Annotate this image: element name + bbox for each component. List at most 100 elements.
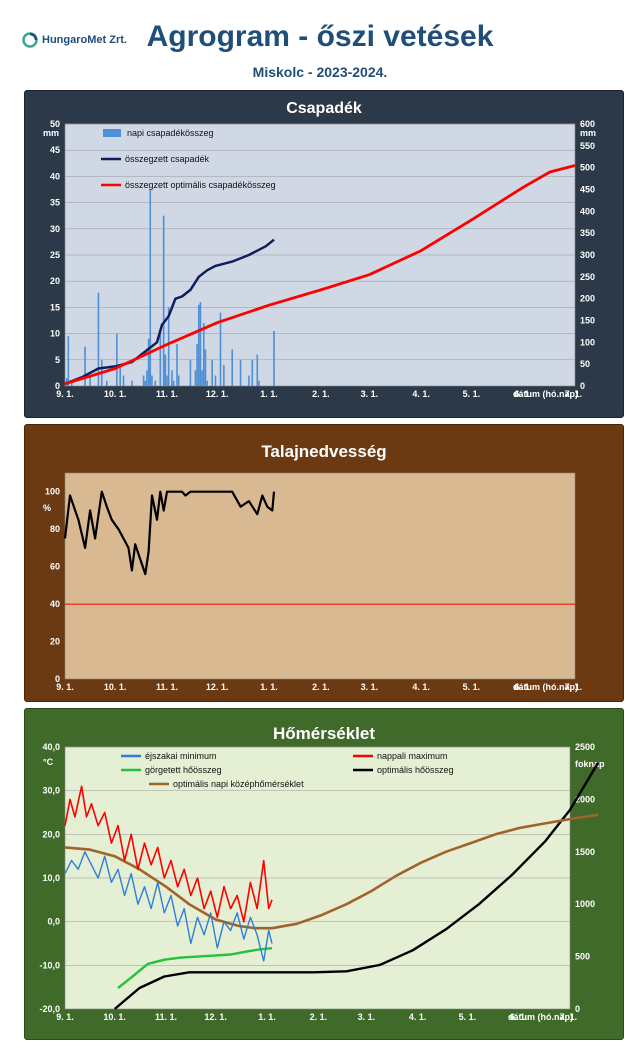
x-axis-label: dátum (hó.nap) — [508, 1012, 573, 1022]
optimal-heat-sum-line — [113, 762, 600, 1010]
precipitation-chart: Csapadék05101520253035404550mm0501001502… — [43, 100, 596, 399]
y-tick-label: 60 — [50, 562, 60, 572]
precip-bar — [202, 323, 205, 386]
precip-bar — [144, 380, 147, 386]
y-tick-label: 0 — [55, 674, 60, 684]
y-tick-label: 40,0 — [42, 742, 60, 752]
x-tick-label: 1. 1. — [260, 682, 278, 692]
y-tick-label: 20 — [50, 276, 60, 286]
precip-bar — [189, 359, 192, 386]
y-tick-label: 50 — [50, 119, 60, 129]
precip-legend-label: napi csapadékösszeg — [127, 128, 214, 138]
y-unit-label: % — [43, 503, 51, 513]
x-tick-label: 6. 1. — [510, 1012, 528, 1022]
y-tick-label: 100 — [45, 487, 60, 497]
y2-tick-label: 500 — [580, 163, 595, 173]
x-tick-label: 11. 1. — [156, 682, 178, 692]
precip-bar — [273, 330, 275, 386]
x-tick-label: 7. 1. — [565, 682, 583, 692]
y2-tick-label: 250 — [580, 272, 595, 282]
y2-tick-label: 600 — [580, 119, 595, 129]
x-tick-label: 2. 1. — [312, 389, 330, 399]
x-tick-label: 9. 1. — [56, 1012, 74, 1022]
precip-bar — [239, 359, 242, 386]
y2-tick-label: 300 — [580, 250, 595, 260]
page-subtitle: Miskolc - 2023-2024. — [252, 64, 388, 80]
y-tick-label: 40 — [50, 171, 60, 181]
x-tick-label: 5. 1. — [459, 1012, 477, 1022]
x-tick-label: 5. 1. — [463, 389, 481, 399]
precip-bar — [214, 375, 217, 386]
x-tick-label: 10. 1. — [104, 389, 127, 399]
optimal-mean-temp-line — [64, 813, 599, 930]
y-tick-label: 20 — [50, 637, 60, 647]
precip-bar — [199, 302, 202, 386]
x-tick-label: 4. 1. — [412, 389, 430, 399]
precip-bar — [211, 359, 213, 386]
y2-tick-label: 500 — [575, 952, 590, 962]
precip-bar — [159, 333, 162, 386]
y2-tick-label: 150 — [580, 316, 595, 326]
temp-legend-label: éjszakai minimum — [145, 751, 217, 761]
precip-bar — [106, 380, 108, 386]
soil-moisture-chart: Talajnedvesség 0 20 40 60 80 100% 9. 1. 10. 1. 11… — [43, 442, 583, 692]
x-tick-label: 7. 1. — [565, 389, 583, 399]
x-tick-label: 9. 1. — [56, 682, 74, 692]
precip-bar — [147, 338, 150, 386]
logo: HungaroMet Zrt. — [22, 32, 127, 48]
precipitation-panel: Csapadék 0 5 10 15 20 25 30 35 40 45 50 mm 0 50 100 150 2… — [24, 90, 624, 418]
x-tick-label: 5. 1. — [463, 682, 481, 692]
y-tick-label: 80 — [50, 524, 60, 534]
y-tick-label: 40 — [50, 599, 60, 609]
y-unit-label: °C — [43, 757, 54, 767]
y2-tick-label: 1500 — [575, 847, 595, 857]
precip-bar — [256, 354, 259, 386]
precip-legend-swatch — [103, 129, 121, 137]
precip-bar — [219, 312, 222, 386]
y2-tick-label: 350 — [580, 228, 595, 238]
precip-bar — [84, 346, 86, 386]
x-tick-label: 12. 1. — [206, 389, 229, 399]
precip-legend-label: összegzett csapadék — [125, 154, 210, 164]
y2-tick-label: 450 — [580, 185, 595, 195]
precip-bar — [204, 349, 207, 386]
precip-bar — [146, 370, 148, 386]
y2-tick-label: 2500 — [575, 742, 595, 752]
y-tick-label: 10,0 — [42, 873, 60, 883]
temperature-chart: Hőmérséklet -20,0 -10,0 0,0 10,0 20,0 30,0 40,0… — [39, 724, 605, 1022]
hungaromet-logo-icon — [22, 32, 38, 48]
y-tick-label: 10 — [50, 329, 60, 339]
precip-bar — [149, 189, 152, 386]
precip-bar — [151, 375, 153, 386]
precip-bar — [258, 380, 260, 386]
y2-tick-label: 400 — [580, 206, 595, 216]
x-tick-label: 3. 1. — [361, 682, 379, 692]
x-tick-label: 2. 1. — [312, 682, 330, 692]
precip-bar — [89, 375, 91, 386]
y-tick-label: 0 — [55, 381, 60, 391]
temp-legend-label: görgetett hőösszeg — [145, 765, 222, 775]
precip-bar — [154, 380, 157, 386]
x-tick-label: 9. 1. — [56, 389, 74, 399]
y-tick-label: 5 — [55, 355, 60, 365]
x-tick-label: 10. 1. — [103, 1012, 126, 1022]
y2-tick-label: 0 — [580, 381, 585, 391]
precip-bar — [197, 304, 200, 386]
x-tick-label: 12. 1. — [204, 1012, 227, 1022]
precip-bar — [194, 370, 197, 386]
precip-bar — [164, 354, 167, 386]
y-tick-label: 0,0 — [47, 917, 60, 927]
y2-tick-label: 550 — [580, 141, 595, 151]
precip-bar — [67, 336, 70, 386]
precip-bar — [142, 375, 145, 386]
precip-bar — [122, 375, 125, 386]
precip-bar — [196, 344, 198, 386]
precip-bar — [97, 292, 100, 386]
x-tick-label: 3. 1. — [361, 389, 379, 399]
plot-area — [64, 472, 576, 680]
precip-bar — [119, 365, 121, 386]
precip-bar — [251, 359, 254, 386]
y2-tick-label: 200 — [580, 294, 595, 304]
temp-legend-label: optimális hőösszeg — [377, 765, 454, 775]
chart-title: Csapadék — [286, 100, 362, 117]
